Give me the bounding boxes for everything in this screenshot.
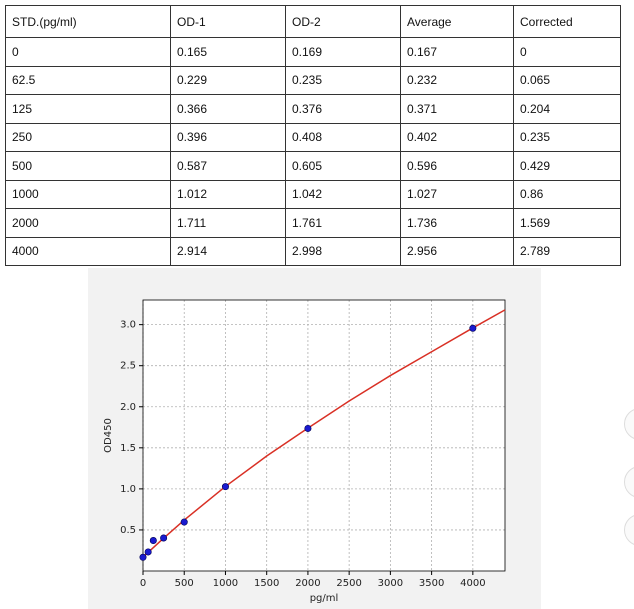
chart-panel: 0 500 1000 1500 2000 2500 3000 3500 4000 0.5 1.0 1.…: [88, 268, 541, 609]
table-cell: 1.711: [170, 208, 286, 238]
table-cell: OD-2: [285, 5, 401, 38]
table-cell: OD-1: [170, 5, 286, 38]
table-cell: 1.761: [285, 208, 401, 238]
table-cell: 62.5: [5, 65, 171, 95]
data-point: [221, 483, 229, 491]
table-cell: 0.167: [400, 37, 514, 67]
table-cell: 0.408: [285, 122, 401, 152]
data-point: [149, 537, 157, 545]
x-tick-label: 500: [175, 578, 194, 589]
data-point: [160, 534, 168, 542]
data-point: [144, 548, 152, 556]
table-cell: 0.229: [170, 65, 286, 95]
table-cell: Corrected: [513, 5, 621, 38]
x-tick-label: 0: [140, 578, 146, 589]
x-tick-label: 4000: [460, 578, 485, 589]
table-cell: 1.736: [400, 208, 514, 238]
table-cell: 0.376: [285, 94, 401, 124]
y-tick-label: 2.0: [120, 402, 136, 413]
table-cell: 0.371: [400, 94, 514, 124]
table-cell: 1.012: [170, 179, 286, 209]
side-button[interactable]: [624, 466, 634, 498]
table-cell: 0.232: [400, 65, 514, 95]
table-cell: 0.396: [170, 122, 286, 152]
x-tick-label: 2000: [295, 578, 320, 589]
x-tick-label: 1500: [254, 578, 279, 589]
plot-area: [143, 300, 505, 571]
table-row: 250 0.396 0.408 0.402 0.235: [5, 122, 621, 152]
x-tick-label: 1000: [213, 578, 238, 589]
table-cell: Average: [400, 5, 514, 38]
table-row: STD.(pg/ml) OD-1 OD-2 Average Corrected: [5, 5, 621, 38]
table-cell: 1.042: [285, 179, 401, 209]
table-cell: 0.065: [513, 65, 621, 95]
table-cell: 0.165: [170, 37, 286, 67]
table-row: 500 0.587 0.605 0.596 0.429: [5, 151, 621, 181]
table-cell: 1.027: [400, 179, 514, 209]
plot-frame: [142, 299, 506, 572]
table-cell: 0.429: [513, 151, 621, 181]
table-cell: 0.235: [285, 65, 401, 95]
table-row: 125 0.366 0.376 0.371 0.204: [5, 94, 621, 124]
table-cell: 0: [5, 37, 171, 67]
x-axis-label: pg/ml: [310, 593, 339, 604]
table-row: 62.5 0.229 0.235 0.232 0.065: [5, 65, 621, 95]
y-axis-label: OD450: [103, 418, 114, 453]
table-cell: 0.204: [513, 94, 621, 124]
data-table: STD.(pg/ml) OD-1 OD-2 Average Corrected 0 0.16…: [5, 5, 621, 266]
table-cell: 0.366: [170, 94, 286, 124]
x-tick-label: 2500: [336, 578, 361, 589]
table-cell: 250: [5, 122, 171, 152]
table-cell: 2.914: [170, 236, 286, 266]
table-cell: 2.998: [285, 236, 401, 266]
chart: 0 500 1000 1500 2000 2500 3000 3500 4000 0.5 1.0 1.…: [103, 299, 506, 604]
table-row: 4000 2.914 2.998 2.956 2.789: [5, 236, 621, 266]
table-cell: 0.235: [513, 122, 621, 152]
table-cell: STD.(pg/ml): [5, 5, 171, 38]
table-cell: 0.605: [285, 151, 401, 181]
data-point: [139, 553, 147, 561]
y-tick-label: 3.0: [120, 320, 136, 331]
side-button[interactable]: [624, 514, 634, 546]
table-cell: 0.402: [400, 122, 514, 152]
data-point: [304, 424, 312, 432]
data-point: [469, 324, 477, 332]
y-tick-label: 1.5: [120, 443, 136, 454]
data-point: [180, 518, 188, 526]
table-cell: 1.569: [513, 208, 621, 238]
x-tick-label: 3000: [378, 578, 403, 589]
table-cell: 500: [5, 151, 171, 181]
table-row: 1000 1.012 1.042 1.027 0.86: [5, 179, 621, 209]
table-cell: 0.587: [170, 151, 286, 181]
table-cell: 0.86: [513, 179, 621, 209]
table-cell: 0: [513, 37, 621, 67]
table-row: 0 0.165 0.169 0.167 0: [5, 37, 621, 67]
table-cell: 2000: [5, 208, 171, 238]
y-tick-label: 0.5: [120, 525, 136, 536]
table-cell: 0.169: [285, 37, 401, 67]
table-cell: 0.596: [400, 151, 514, 181]
x-tick-label: 3500: [419, 578, 444, 589]
side-button[interactable]: [624, 408, 634, 440]
table-cell: 2.789: [513, 236, 621, 266]
table-cell: 4000: [5, 236, 171, 266]
table-row: 2000 1.711 1.761 1.736 1.569: [5, 208, 621, 238]
y-tick-label: 2.5: [120, 361, 136, 372]
table-cell: 2.956: [400, 236, 514, 266]
table-cell: 1000: [5, 179, 171, 209]
y-tick-label: 1.0: [120, 484, 136, 495]
table-cell: 125: [5, 94, 171, 124]
